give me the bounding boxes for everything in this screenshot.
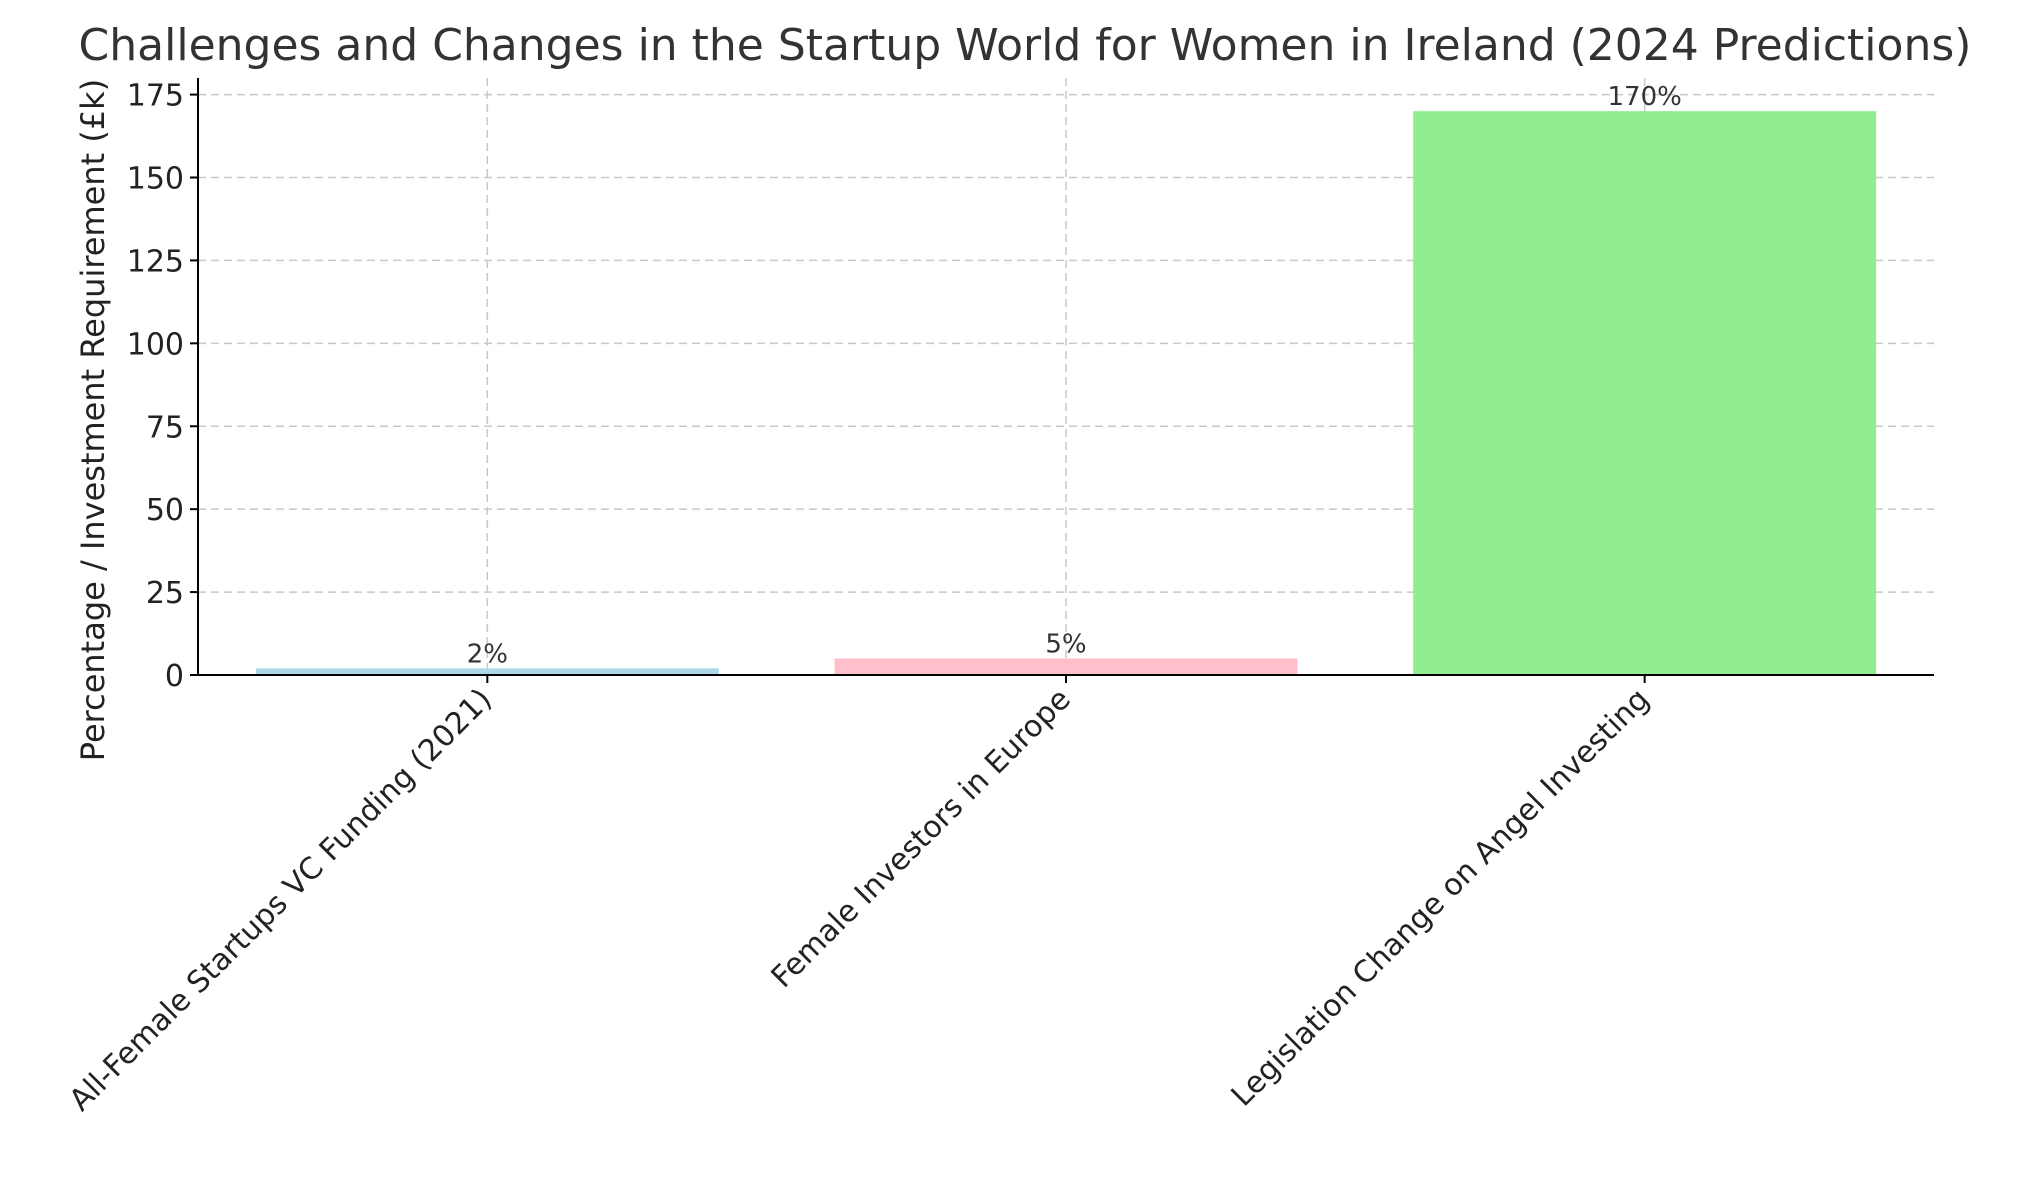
y-tick-label: 50 [146, 493, 184, 528]
y-tick-label: 75 [146, 410, 184, 445]
bar [1413, 111, 1877, 675]
y-tick-label: 100 [127, 327, 184, 362]
bars [255, 111, 1877, 675]
y-tick-label: 25 [146, 576, 184, 611]
bar-value-label: 170% [1607, 82, 1681, 112]
y-tick-label: 150 [127, 162, 184, 197]
y-tick-label: 175 [127, 79, 184, 114]
x-tick-label: Female Investors in Europe [765, 682, 1078, 995]
chart-title: Challenges and Changes in the Startup Wo… [79, 20, 1972, 71]
x-tick-label: Legislation Change on Angel Investing [1225, 682, 1657, 1114]
y-tick-label: 0 [165, 659, 184, 694]
bar-value-label: 2% [467, 639, 508, 669]
x-tick-label: All-Female Startups VC Funding (2021) [63, 682, 499, 1118]
y-tick-label: 125 [127, 244, 184, 279]
bar [834, 658, 1298, 675]
bar [255, 668, 719, 675]
bar-value-label: 5% [1045, 629, 1086, 659]
y-axis-label: Percentage / Investment Requirement (£k) [74, 79, 112, 761]
axes [190, 78, 1934, 683]
